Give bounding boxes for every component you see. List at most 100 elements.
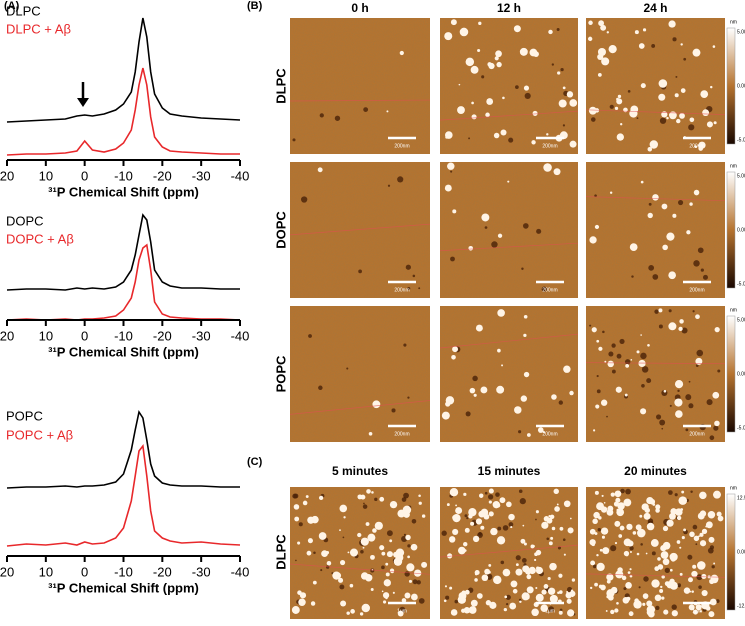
afm-particle	[647, 212, 653, 219]
afm-particle	[520, 395, 528, 402]
afm-particle	[558, 99, 567, 108]
afm-particle	[519, 47, 528, 56]
legend-label: POPC + Aβ	[6, 427, 73, 442]
afm-particle	[624, 393, 628, 397]
afm-pit	[541, 286, 547, 292]
afm-particle	[448, 536, 456, 543]
afm-particle	[625, 363, 630, 368]
spectrum-line	[6, 17, 241, 123]
afm-particle	[591, 542, 595, 547]
afm-pit	[484, 226, 488, 229]
afm-particle	[418, 494, 421, 498]
afm-particle	[382, 592, 390, 599]
afm-particle	[558, 590, 563, 594]
afm-pit	[562, 124, 566, 127]
afm-particle	[547, 587, 556, 595]
afm-particle	[679, 572, 683, 576]
afm-particle	[461, 608, 466, 613]
afm-particle	[642, 602, 646, 606]
afm-particle	[501, 364, 504, 367]
afm-particle	[588, 20, 593, 26]
afm-particle	[294, 516, 300, 522]
afm-particle	[489, 601, 497, 609]
afm-particle	[707, 511, 716, 519]
afm-pit	[692, 524, 698, 530]
afm-particle	[465, 57, 475, 67]
afm-particle	[510, 580, 518, 588]
afm-particle	[678, 496, 688, 505]
afm-particle	[660, 545, 667, 552]
afm-particle	[514, 406, 522, 414]
afm-particle	[623, 498, 632, 507]
afm-particle	[523, 333, 527, 338]
afm-particle	[663, 389, 667, 393]
afm-pit	[556, 28, 560, 31]
afm-pit	[403, 533, 407, 536]
afm-pit	[652, 274, 659, 280]
x-axis-title: ³¹P Chemical Shift (ppm)	[48, 580, 199, 595]
afm-pit	[339, 584, 345, 590]
afm-particle	[570, 589, 574, 592]
afm-particle	[507, 180, 510, 183]
afm-particle	[569, 517, 572, 520]
afm-particle	[506, 501, 512, 508]
afm-particle	[661, 596, 665, 600]
afm-particle	[523, 371, 530, 378]
afm-particle	[488, 488, 494, 494]
afm-particle	[614, 541, 618, 545]
afm-particle	[638, 43, 645, 49]
x-tick-label: 0	[81, 168, 88, 183]
afm-particle	[596, 553, 599, 557]
afm-particle	[571, 595, 574, 598]
afm-particle	[634, 30, 639, 35]
afm-particle	[548, 29, 553, 35]
afm-particle	[526, 574, 532, 580]
afm-particle	[698, 146, 704, 151]
afm-particle	[551, 526, 556, 531]
scale-label: 1μm	[692, 608, 702, 614]
afm-particle	[497, 348, 501, 353]
afm-pit	[606, 415, 608, 418]
afm-particle	[458, 83, 461, 86]
afm-pit	[403, 343, 407, 347]
afm-particle	[598, 516, 602, 520]
afm-particle	[660, 585, 663, 589]
afm-particle	[563, 553, 566, 556]
scale-label: 200nm	[394, 143, 409, 149]
afm-particle	[662, 525, 669, 532]
afm-particle	[671, 610, 678, 617]
afm-particle	[512, 588, 518, 594]
afm-pit	[418, 598, 425, 604]
afm-particle	[569, 99, 578, 107]
afm-particle	[357, 532, 362, 538]
afm-particle	[366, 489, 371, 494]
afm-pit	[558, 400, 563, 405]
scale-label: 200nm	[689, 287, 704, 293]
scale-label: 200nm	[542, 431, 557, 437]
afm-particle	[444, 585, 448, 588]
afm-particle	[600, 506, 608, 513]
afm-particle	[485, 112, 490, 118]
afm-image: 1μm	[439, 487, 579, 619]
afm-particle	[370, 554, 375, 560]
afm-particle	[615, 386, 622, 393]
afm-particle	[549, 514, 555, 520]
afm-particle	[649, 140, 659, 149]
afm-particle	[689, 202, 693, 206]
afm-particle	[339, 529, 341, 532]
afm-particle	[613, 501, 619, 507]
afm-particle	[407, 555, 410, 559]
afm-particle	[446, 503, 450, 507]
afm-particle	[674, 398, 683, 407]
afm-particle	[620, 123, 623, 126]
afm-pit	[629, 546, 634, 551]
afm-particle	[471, 101, 474, 105]
afm-particle	[683, 587, 691, 594]
afm-pit	[711, 565, 715, 569]
afm-particle	[605, 610, 608, 612]
afm-pit	[386, 530, 393, 537]
afm-particle	[500, 129, 507, 136]
afm-particle	[480, 386, 488, 394]
afm-particle	[567, 609, 575, 617]
afm-particle	[647, 146, 653, 152]
